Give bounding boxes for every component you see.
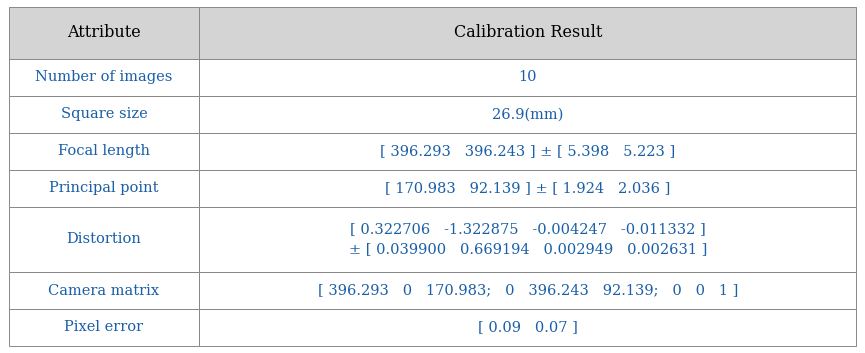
Text: Pixel error: Pixel error [65, 321, 144, 334]
Text: [ 170.983   92.139 ] ± [ 1.924   2.036 ]: [ 170.983 92.139 ] ± [ 1.924 2.036 ] [385, 181, 670, 195]
Text: 10: 10 [519, 70, 537, 84]
Bar [9, 309, 199, 346]
Text: Camera matrix: Camera matrix [48, 283, 159, 298]
Bar [9, 96, 199, 133]
Bar [200, 133, 856, 170]
Bar [9, 7, 199, 59]
Text: [ 0.09   0.07 ]: [ 0.09 0.07 ] [478, 321, 578, 334]
Bar [200, 7, 856, 59]
Bar [9, 272, 199, 309]
Bar [9, 59, 199, 96]
Bar [9, 170, 199, 207]
Bar [200, 309, 856, 346]
Text: [ 396.293   396.243 ] ± [ 5.398   5.223 ]: [ 396.293 396.243 ] ± [ 5.398 5.223 ] [381, 144, 676, 158]
Bar [200, 170, 856, 207]
Text: [ 396.293   0   170.983;   0   396.243   92.139;   0   0   1 ]: [ 396.293 0 170.983; 0 396.243 92.139; 0… [317, 283, 738, 298]
Bar [200, 207, 856, 272]
Bar [200, 272, 856, 309]
Text: Focal length: Focal length [58, 144, 150, 158]
Bar [200, 59, 856, 96]
Bar [9, 133, 199, 170]
Text: [ 0.322706   -1.322875   -0.004247   -0.011332 ]
± [ 0.039900   0.669194   0.002: [ 0.322706 -1.322875 -0.004247 -0.011332… [349, 223, 707, 256]
Bar [9, 207, 199, 272]
Bar [200, 96, 856, 133]
Text: Attribute: Attribute [67, 24, 141, 41]
Text: Number of images: Number of images [35, 70, 173, 84]
Text: Square size: Square size [61, 107, 147, 121]
Text: Calibration Result: Calibration Result [453, 24, 602, 41]
Text: Principal point: Principal point [49, 181, 159, 195]
Text: Distortion: Distortion [67, 232, 142, 246]
Text: 26.9(mm): 26.9(mm) [492, 107, 564, 121]
